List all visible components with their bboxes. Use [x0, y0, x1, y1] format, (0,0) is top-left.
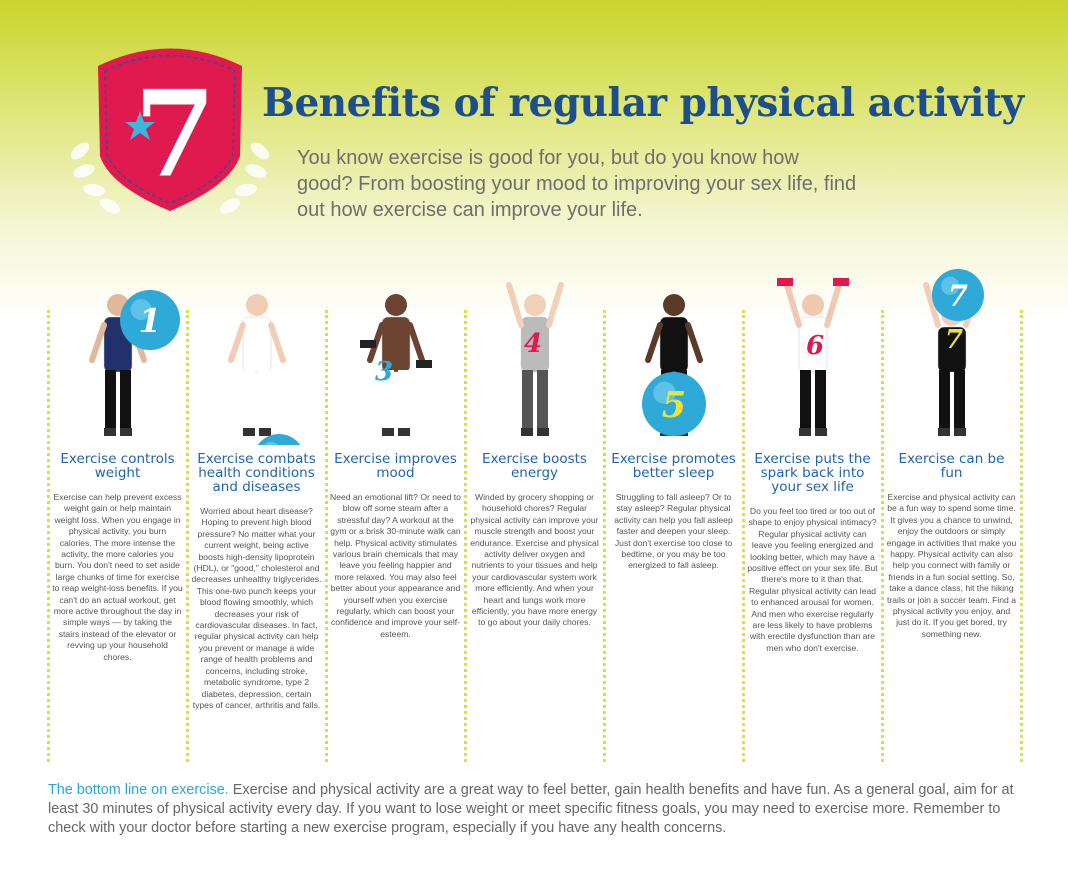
person-figure-4: 4	[506, 282, 564, 436]
benefit-heading: Exercise combats health conditions and d…	[197, 451, 316, 495]
benefit-heading: Exercise can be fun	[898, 451, 1005, 481]
svg-text:7: 7	[948, 278, 968, 312]
benefit-heading: Exercise controls weight	[60, 451, 175, 481]
person-figure-7: 77	[923, 269, 984, 436]
divider	[742, 310, 745, 762]
dumbbell-icon	[777, 278, 793, 286]
benefit-heading: Exercise promotes better sleep	[611, 451, 736, 481]
benefit-body: Need an emotional lift? Or need to blow …	[330, 492, 461, 639]
person-figure-6: 6	[777, 278, 849, 436]
svg-text:6: 6	[806, 331, 824, 361]
dumbbell-icon	[833, 278, 849, 286]
bottom-line-body: Exercise and physical activity are a gre…	[48, 782, 1014, 836]
svg-text:1: 1	[139, 301, 162, 340]
person-figure-1: 1	[89, 290, 180, 436]
benefit-heading: Exercise boosts energy	[482, 451, 587, 481]
page-subtitle: You know exercise is good for you, but d…	[297, 147, 857, 221]
svg-text:2: 2	[268, 443, 289, 445]
bottom-line-lead: The bottom line on exercise.	[48, 782, 229, 798]
svg-text:7: 7	[945, 325, 963, 355]
divider	[1020, 310, 1023, 762]
benefit-body: Do you feel too tired or too out of shap…	[747, 506, 878, 653]
laurel-icon	[70, 142, 270, 214]
svg-text:5: 5	[662, 385, 686, 426]
dumbbell-icon	[416, 360, 432, 368]
benefit-body: Exercise and physical activity can be a …	[886, 492, 1017, 639]
page-title: Benefits of regular physical activity	[262, 80, 1024, 126]
bottom-line-text: The bottom line on exercise. Exercise an…	[48, 781, 1038, 838]
divider	[881, 310, 884, 762]
benefit-heading: Exercise improves mood	[334, 451, 457, 481]
divider	[47, 310, 50, 762]
benefit-body: Winded by grocery shopping or household …	[470, 492, 599, 628]
star-icon	[125, 111, 155, 140]
divider	[603, 310, 606, 762]
svg-text:3: 3	[375, 357, 393, 387]
person-figure-5: 5	[642, 294, 706, 436]
dumbbell-icon	[360, 340, 376, 348]
benefit-body: Struggling to fall asleep? Or to stay as…	[614, 492, 733, 571]
person-figure-3: 3	[360, 294, 432, 436]
benefit-body: Worried about heart disease? Hoping to p…	[191, 506, 322, 710]
benefit-body: Exercise can help prevent excess weight …	[52, 492, 183, 662]
svg-text:4: 4	[524, 329, 542, 359]
seven-badge-logo: 7	[60, 36, 280, 236]
divider	[325, 310, 328, 762]
person-figure-2: 2	[228, 294, 301, 445]
divider	[464, 310, 467, 762]
benefit-heading: Exercise puts the spark back into your s…	[754, 451, 871, 495]
divider	[186, 310, 189, 762]
